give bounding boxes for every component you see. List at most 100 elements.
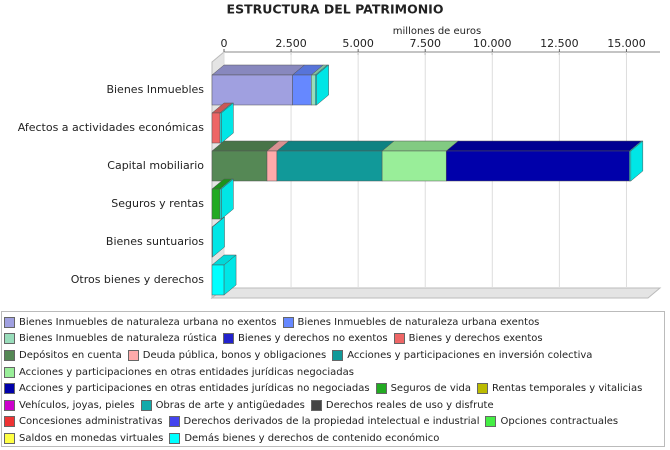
bar <box>211 112 221 144</box>
legend-item: Acciones y participaciones en otras enti… <box>4 380 370 397</box>
legend-item: Opciones contractuales <box>485 414 618 431</box>
legend-label: Derechos reales de uso y disfrute <box>325 399 494 411</box>
legend-label: Deuda pública, bonos y obligaciones <box>142 349 327 361</box>
legend-swatch <box>332 349 344 361</box>
chart: ESTRUCTURA DEL PATRIMONIO millones de eu… <box>18 2 662 300</box>
legend-swatch <box>140 399 152 411</box>
legend-item: Concesiones administrativas <box>4 414 163 431</box>
x-tick-label: 5.000 <box>342 37 374 50</box>
legend-item: Acciones y participaciones en otras enti… <box>4 364 354 381</box>
x-tick-label: 10.000 <box>473 37 512 50</box>
x-tick-label: 15.000 <box>607 37 646 50</box>
legend-swatch <box>168 416 180 428</box>
bar <box>211 188 221 220</box>
bar <box>381 150 447 182</box>
legend-swatch <box>485 416 497 428</box>
legend-swatch <box>4 432 15 444</box>
bar-top <box>445 140 643 152</box>
x-tick-label: 0 <box>221 37 228 50</box>
legend-item: Derechos reales de uso y disfrute <box>310 397 494 414</box>
legend-item: Bienes y derechos exentos <box>393 331 543 348</box>
legend-item: Obras de arte y antigüedades <box>140 397 305 414</box>
legend-swatch <box>4 416 15 428</box>
legend-label: Derechos derivados de la propiedad intel… <box>183 416 480 428</box>
legend-label: Acciones y participaciones en otras enti… <box>19 383 370 395</box>
legend: Bienes Inmuebles de naturaleza urbana no… <box>1 311 665 447</box>
legend-item: Bienes Inmuebles de naturaleza urbana ex… <box>282 314 540 331</box>
legend-swatch <box>4 333 15 345</box>
bar <box>311 74 316 106</box>
y-tick-label: Bienes suntuarios <box>106 235 204 248</box>
legend-item: Deuda pública, bonos y obligaciones <box>127 347 327 364</box>
legend-label: Acciones y participaciones en otras enti… <box>19 366 354 378</box>
legend-item: Rentas temporales y vitalicias <box>477 380 642 397</box>
bar-top <box>276 140 395 152</box>
legend-swatch <box>4 316 15 328</box>
y-tick-label: Otros bienes y derechos <box>71 273 205 286</box>
legend-item: Seguros de vida <box>375 380 471 397</box>
legend-swatch <box>222 333 234 345</box>
floor <box>210 287 662 299</box>
legend-swatch <box>282 316 294 328</box>
y-tick-label: Seguros y rentas <box>111 197 204 210</box>
legend-swatch <box>393 333 405 345</box>
legend-item: Demás bienes y derechos de contenido eco… <box>169 430 439 447</box>
legend-swatch <box>4 383 15 395</box>
legend-label: Bienes Inmuebles de naturaleza urbana ex… <box>297 316 540 328</box>
y-tick-label: Capital mobiliario <box>107 159 204 172</box>
legend-item: Bienes Inmuebles de naturaleza rústica <box>4 331 217 348</box>
legend-swatch <box>477 383 488 395</box>
legend-label: Seguros de vida <box>390 383 471 395</box>
bar-side <box>316 64 329 106</box>
y-tick-label: Afectos a actividades económicas <box>18 121 205 134</box>
bar <box>211 150 268 182</box>
legend-label: Saldos en monedas virtuales <box>19 432 164 444</box>
legend-label: Rentas temporales y vitalicias <box>492 383 643 395</box>
y-tick-label: Bienes Inmuebles <box>106 83 204 96</box>
legend-label: Bienes y derechos no exentos <box>237 333 388 345</box>
legend-swatch <box>127 349 139 361</box>
legend-label: Acciones y participaciones en inversión … <box>347 349 593 361</box>
bar-side <box>223 254 237 296</box>
legend-item: Acciones y participaciones en inversión … <box>332 347 592 364</box>
legend-label: Bienes Inmuebles de naturaleza urbana no… <box>19 316 277 328</box>
legend-item: Bienes y derechos no exentos <box>222 331 388 348</box>
legend-item: Depósitos en cuenta <box>4 347 122 364</box>
bar <box>292 74 312 106</box>
bar <box>211 264 225 296</box>
legend-label: Concesiones administrativas <box>19 416 163 428</box>
legend-swatch <box>4 349 15 361</box>
x-tick-label: 2.500 <box>275 37 307 50</box>
bar-top <box>211 64 306 76</box>
legend-item: Saldos en monedas virtuales <box>4 430 163 447</box>
bar <box>266 150 278 182</box>
bar-top <box>381 140 459 152</box>
chart-title: ESTRUCTURA DEL PATRIMONIO <box>227 2 444 17</box>
legend-swatch <box>375 383 387 395</box>
bar <box>276 150 383 182</box>
bar <box>211 74 293 106</box>
x-tick-label: 7.500 <box>409 37 441 50</box>
legend-swatch <box>169 432 181 444</box>
legend-swatch <box>310 399 322 411</box>
bar-side <box>221 178 234 220</box>
axis-label: millones de euros <box>393 26 481 37</box>
legend-label: Demás bienes y derechos de contenido eco… <box>184 432 440 444</box>
legend-item: Vehículos, joyas, pieles <box>4 397 135 414</box>
legend-label: Obras de arte y antigüedades <box>155 399 305 411</box>
legend-label: Bienes y derechos exentos <box>408 333 543 345</box>
legend-item: Bienes Inmuebles de naturaleza urbana no… <box>4 314 277 331</box>
x-tick-label: 12.500 <box>540 37 579 50</box>
legend-swatch <box>4 366 15 378</box>
legend-label: Bienes Inmuebles de naturaleza rústica <box>19 333 217 345</box>
bar-side <box>212 216 225 258</box>
legend-item: Derechos derivados de la propiedad intel… <box>168 414 480 431</box>
bar <box>445 150 630 182</box>
legend-swatch <box>4 399 15 411</box>
legend-label: Opciones contractuales <box>500 416 619 428</box>
legend-label: Depósitos en cuenta <box>19 349 122 361</box>
bar-side <box>221 102 234 144</box>
legend-label: Vehículos, joyas, pieles <box>19 399 135 411</box>
bar-side <box>630 140 644 182</box>
